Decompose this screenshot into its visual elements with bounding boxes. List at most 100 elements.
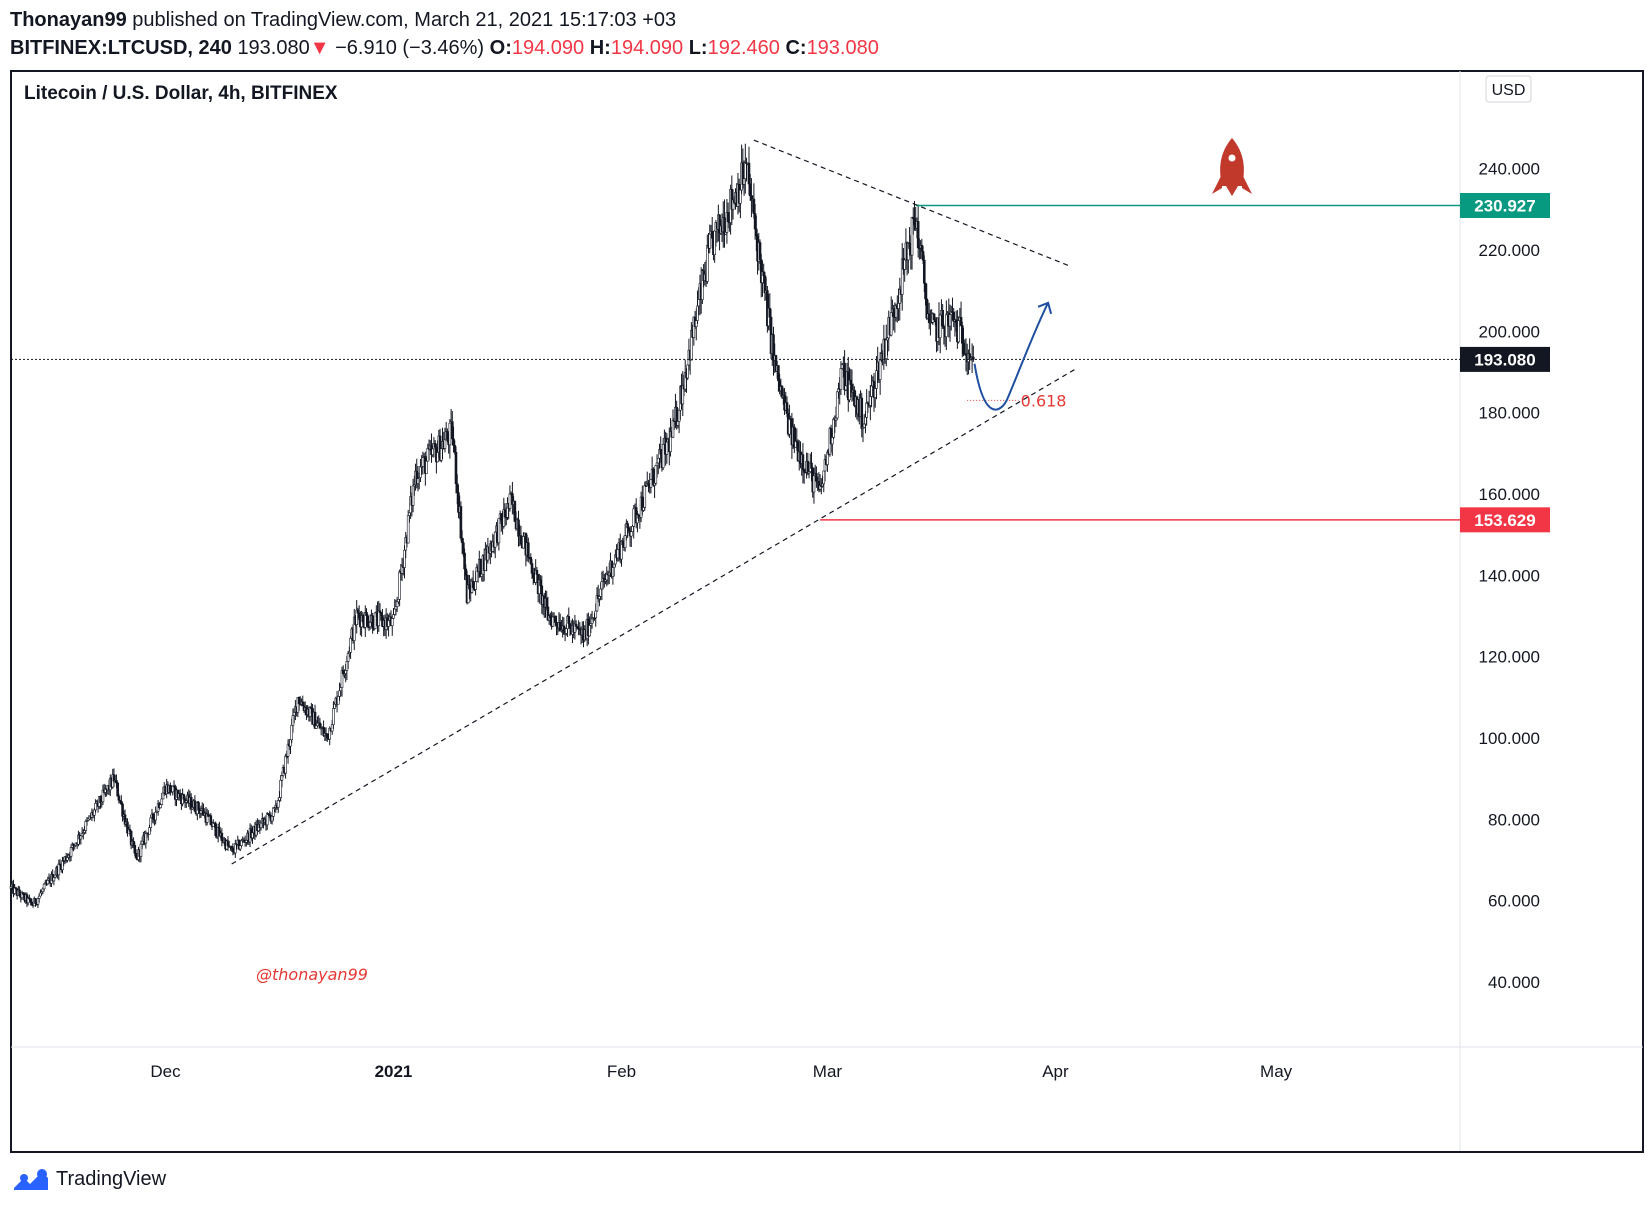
candle-body (865, 402, 868, 418)
candle-body (79, 835, 83, 840)
candle-body (742, 178, 746, 185)
candle-body (226, 840, 230, 847)
candle-body (870, 385, 873, 397)
bounce-arrow[interactable] (973, 302, 1049, 411)
candle-body (371, 615, 374, 629)
candle-body (522, 536, 525, 549)
candle-body (903, 259, 906, 270)
candle-body (588, 625, 591, 637)
candle-body (454, 452, 458, 485)
candle-body (530, 563, 534, 574)
y-tick-label: 60.000 (1488, 892, 1540, 911)
candle-body (448, 422, 452, 446)
candle-body (209, 815, 213, 825)
candle-body (694, 320, 698, 327)
open-label: O: (489, 37, 512, 59)
candle-body (134, 852, 138, 858)
candle-body (806, 460, 810, 474)
candle-body (433, 443, 437, 448)
candle-series (9, 143, 975, 909)
candle-body (713, 230, 716, 256)
candle-body (301, 701, 305, 707)
candle-body (455, 483, 459, 493)
rocket-icon[interactable] (1212, 138, 1252, 196)
candle-body (835, 391, 839, 419)
candle-body (503, 509, 507, 518)
arrow-head-icon (1037, 301, 1053, 315)
candle-body (182, 794, 186, 800)
candle-body (878, 359, 882, 380)
author-name[interactable]: Thonayan99 (10, 9, 127, 31)
candle-body (292, 712, 296, 716)
candle-body (747, 162, 751, 185)
tradingview-logo-icon[interactable] (12, 1166, 50, 1192)
candle-body (892, 308, 895, 318)
candle-body (753, 213, 757, 230)
y-tick-label: 40.000 (1488, 973, 1540, 992)
symbol-label: BITFINEX:LTCUSD, 240 (10, 37, 232, 59)
candle-body (84, 820, 88, 831)
currency-badge[interactable]: USD (1485, 75, 1532, 103)
candle-body (632, 508, 636, 527)
chart-frame[interactable] (10, 70, 1644, 1153)
candle-body (529, 557, 533, 564)
candle-body (480, 573, 484, 577)
candle-body (395, 601, 399, 607)
candle-body (308, 707, 312, 717)
candle-body (398, 571, 401, 600)
candle-body (149, 817, 153, 828)
candle-body (337, 696, 340, 705)
close-label: C: (785, 37, 807, 59)
candle-body (844, 385, 848, 391)
support-price-label: 153.629 (1474, 511, 1535, 530)
x-tick-label: Apr (1042, 1062, 1069, 1081)
candle-body (493, 531, 497, 548)
candle-body (259, 822, 263, 829)
y-tick-label: 200.000 (1479, 322, 1540, 341)
candle-body (671, 420, 675, 438)
chart-header: Thonayan99 published on TradingView.com,… (10, 6, 879, 62)
price-axis[interactable]: 240.000 220.000 200.000 180.000 160.000 140.0… (1479, 160, 1540, 992)
candle-body (908, 242, 911, 249)
candle-body (574, 623, 578, 627)
candle-body (425, 460, 428, 474)
candle-body (623, 535, 627, 548)
candle-body (159, 804, 162, 809)
candle-body (144, 833, 148, 844)
candle-body (626, 523, 629, 529)
candle-body (513, 500, 517, 522)
candle-body (864, 416, 867, 425)
candle-body (788, 418, 791, 435)
candle-body (748, 183, 752, 197)
candle-body (810, 462, 813, 469)
candle-body (251, 832, 254, 839)
candle-body (148, 827, 151, 835)
candle-body (42, 883, 46, 890)
low-value: 192.460 (707, 37, 780, 59)
candle-body (665, 441, 669, 455)
candle-body (954, 319, 958, 324)
candle-body (831, 437, 834, 445)
candle-body (567, 616, 571, 624)
candle-body (37, 895, 41, 899)
candle-body (452, 438, 455, 446)
candle-body (197, 802, 200, 811)
upper-trendline[interactable] (753, 139, 1071, 267)
candle-body (468, 584, 471, 590)
candle-body (431, 448, 435, 456)
chart-title: Litecoin / U.S. Dollar, 4h, BITFINEX (24, 83, 338, 104)
candle-body (339, 687, 343, 692)
candle-body (726, 212, 730, 223)
brand-name[interactable]: TradingView (56, 1167, 167, 1190)
candle-body (34, 898, 37, 904)
candle-body (392, 614, 395, 619)
lower-trendline[interactable] (231, 367, 1078, 865)
candle-body (920, 245, 924, 252)
candle-body (839, 368, 843, 390)
candle-body (643, 485, 647, 508)
candle-body (280, 775, 284, 781)
candle-body (535, 569, 539, 575)
time-axis[interactable]: Dec 2021 Feb Mar Apr May (150, 1062, 1292, 1081)
candle-body (549, 615, 552, 619)
